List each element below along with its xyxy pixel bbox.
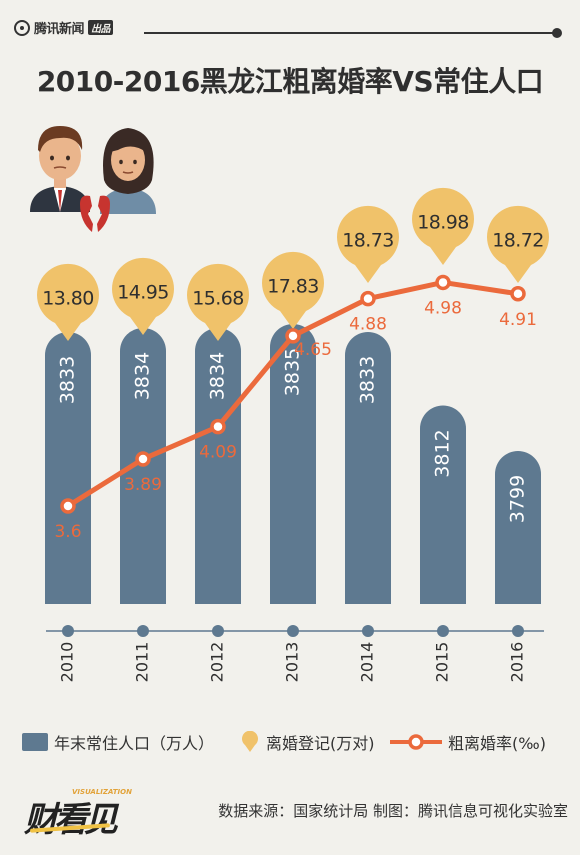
x-tick-2012 xyxy=(212,625,224,637)
bar-2013 xyxy=(270,324,316,604)
bar-label-2014: 3833 xyxy=(357,356,379,404)
brand: 腾讯新闻 出品 xyxy=(14,18,114,37)
pin-label-2016: 18.72 xyxy=(492,230,543,252)
pin-label-2014: 18.73 xyxy=(342,230,393,252)
header-dot xyxy=(552,28,562,38)
x-tick-2014 xyxy=(362,625,374,637)
legend-swatch-line xyxy=(390,734,442,750)
source-credit: 数据来源：国家统计局 制图：腾讯信息可视化实验室 xyxy=(218,802,568,820)
bar-2010 xyxy=(45,332,91,604)
x-tick-label-2012: 2012 xyxy=(208,642,227,683)
pin-label-2011: 14.95 xyxy=(117,282,168,304)
rate-point-2011 xyxy=(135,451,151,467)
brand-tag: 出品 xyxy=(88,20,114,35)
logo-subtitle: VISUALIZATION xyxy=(72,788,132,796)
x-tick-2013 xyxy=(287,625,299,637)
brand-name: 腾讯新闻 xyxy=(34,22,85,37)
x-tick-label-2010: 2010 xyxy=(58,642,77,683)
rate-label-2015: 4.98 xyxy=(424,298,462,318)
pin-label-2013: 17.83 xyxy=(267,276,318,298)
legend: 年末常住人口（万人） 离婚登记(万对) 粗离婚率(‰) xyxy=(22,726,567,756)
rate-label-2011: 3.89 xyxy=(124,475,162,495)
pin-2014 xyxy=(337,205,399,283)
rate-label-2014: 4.88 xyxy=(349,315,387,335)
rate-point-2014 xyxy=(360,290,376,307)
x-tick-2016 xyxy=(512,625,524,637)
legend-swatch-bar xyxy=(22,733,48,751)
tencent-news-logo-icon xyxy=(14,19,30,36)
pin-label-2010: 13.80 xyxy=(42,288,93,310)
bar-label-2016: 3799 xyxy=(507,475,529,523)
x-tick-2010 xyxy=(62,625,74,637)
bar-label-2015: 3812 xyxy=(432,429,454,477)
x-tick-label-2015: 2015 xyxy=(433,642,452,683)
header-rule xyxy=(144,32,554,34)
pin-2013 xyxy=(262,251,324,329)
x-tick-label-2013: 2013 xyxy=(283,642,302,683)
bar-2014 xyxy=(345,332,391,604)
rate-label-2010: 3.6 xyxy=(54,522,81,542)
pin-2012 xyxy=(186,263,249,341)
bar-2015 xyxy=(420,405,466,604)
legend-label-population: 年末常住人口（万人） xyxy=(54,734,215,753)
rate-point-2012 xyxy=(210,418,226,435)
bar-label-2013: 3835 xyxy=(282,348,304,396)
legend-item-population: 年末常住人口（万人） xyxy=(22,730,214,754)
x-tick-label-2014: 2014 xyxy=(358,642,377,683)
broken-heart-icon xyxy=(80,195,110,232)
pin-2016 xyxy=(487,205,549,283)
bar-2012 xyxy=(195,328,241,604)
chart: 3833 3834 3834 3835 3833 3812 3799 13.80 14.95 1… xyxy=(30,126,549,683)
bar-label-2012: 3834 xyxy=(207,352,229,400)
header: 腾讯新闻 出品 xyxy=(14,14,566,44)
bar-label-2010: 3833 xyxy=(57,356,79,404)
pin-label-2012: 15.68 xyxy=(192,288,243,310)
x-tick-2011 xyxy=(137,625,149,637)
bar-label-2011: 3834 xyxy=(132,352,154,400)
legend-swatch-pin xyxy=(242,731,258,752)
rate-label-2012: 4.09 xyxy=(199,443,237,463)
legend-item-divorce-registrations: 离婚登记(万对) xyxy=(240,730,375,754)
bar-2016 xyxy=(495,451,541,604)
caikanjian-logo: 财看见 VISUALIZATION xyxy=(24,788,132,840)
legend-label-divorce-registrations: 离婚登记(万对) xyxy=(266,734,375,753)
x-tick-2015 xyxy=(437,625,449,637)
legend-label-divorce-rate: 粗离婚率(‰) xyxy=(448,734,546,753)
rate-point-2016 xyxy=(510,286,526,302)
rate-point-2010 xyxy=(60,498,76,514)
x-tick-label-2016: 2016 xyxy=(508,642,527,683)
couple-icon xyxy=(30,126,156,214)
pin-label-2015: 18.98 xyxy=(417,212,468,234)
rate-point-2015 xyxy=(435,274,451,291)
chart-title: 2010-2016黑龙江粗离婚率VS常住人口 xyxy=(36,65,544,98)
pin-2010 xyxy=(36,263,99,341)
x-tick-label-2011: 2011 xyxy=(133,642,152,683)
logo-text: 财看见 xyxy=(24,800,118,840)
legend-item-divorce-rate: 粗离婚率(‰) xyxy=(390,730,546,754)
rate-label-2016: 4.91 xyxy=(499,310,537,330)
rate-label-2013: 4.65 xyxy=(294,340,332,360)
rate-point-2013 xyxy=(285,328,301,344)
pin-2011 xyxy=(112,257,174,335)
pin-2015 xyxy=(411,187,474,265)
